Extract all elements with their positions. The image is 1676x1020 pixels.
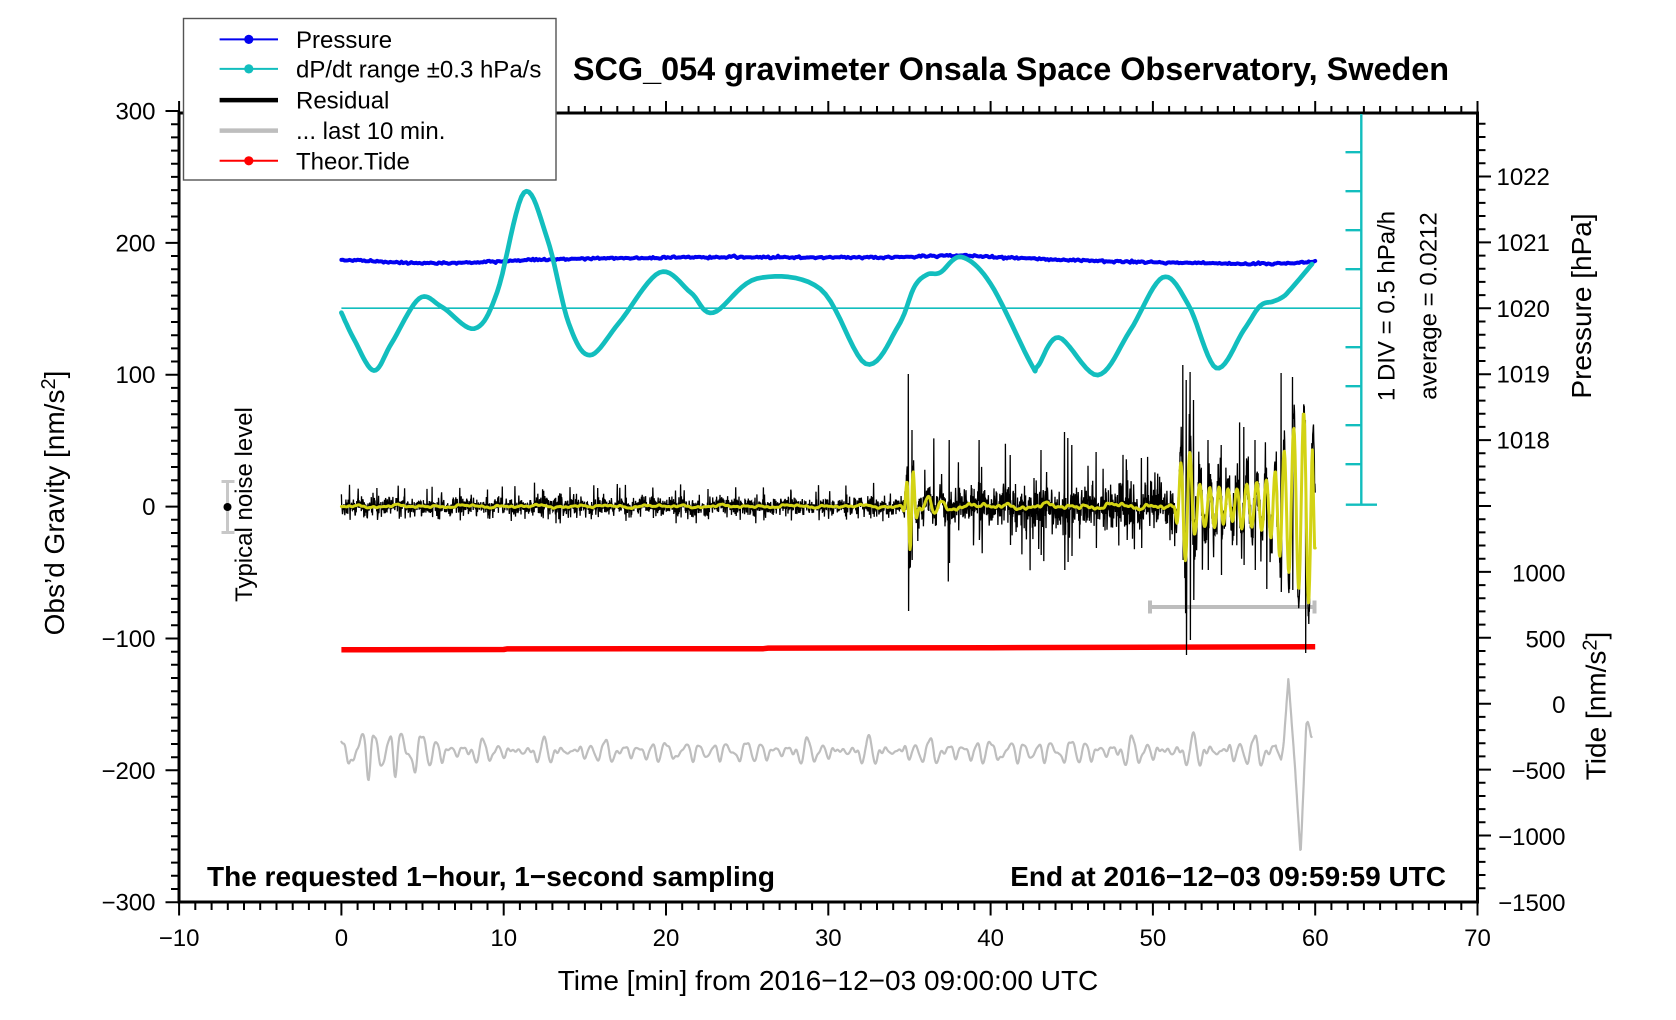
svg-text:End at 2016−12−03 09:59:59 UTC: End at 2016−12−03 09:59:59 UTC — [1010, 861, 1446, 892]
svg-text:−1500: −1500 — [1498, 890, 1565, 917]
svg-text:Residual: Residual — [296, 88, 389, 115]
svg-text:100: 100 — [115, 362, 155, 389]
svg-text:0: 0 — [142, 494, 155, 521]
svg-text:Theor.Tide: Theor.Tide — [296, 148, 410, 175]
svg-text:... last 10 min.: ... last 10 min. — [296, 118, 445, 145]
svg-text:Obs’d Gravity [nm/s2]: Obs’d Gravity [nm/s2] — [38, 371, 70, 636]
svg-text:0: 0 — [335, 925, 348, 952]
svg-text:1019: 1019 — [1497, 362, 1550, 389]
svg-text:1000: 1000 — [1512, 560, 1565, 587]
svg-text:1020: 1020 — [1497, 296, 1550, 323]
svg-text:500: 500 — [1525, 626, 1565, 653]
svg-text:1021: 1021 — [1497, 230, 1550, 257]
svg-text:0: 0 — [1552, 692, 1565, 719]
svg-text:Typical noise level: Typical noise level — [231, 407, 258, 602]
svg-text:−1000: −1000 — [1498, 824, 1565, 851]
svg-text:20: 20 — [653, 925, 680, 952]
svg-text:−200: −200 — [101, 758, 155, 785]
svg-text:−500: −500 — [1511, 758, 1565, 785]
svg-text:Tide [nm/s2]: Tide [nm/s2] — [1580, 632, 1612, 781]
svg-text:10: 10 — [490, 925, 517, 952]
svg-text:70: 70 — [1464, 925, 1491, 952]
svg-text:−10: −10 — [159, 925, 200, 952]
svg-text:200: 200 — [115, 230, 155, 257]
svg-text:average = 0.0212: average = 0.0212 — [1416, 212, 1443, 400]
svg-text:1018: 1018 — [1497, 428, 1550, 455]
svg-text:60: 60 — [1302, 925, 1329, 952]
svg-text:Pressure [hPa]: Pressure [hPa] — [1566, 213, 1597, 398]
svg-text:30: 30 — [815, 925, 842, 952]
svg-text:SCG_054 gravimeter Onsala Spac: SCG_054 gravimeter Onsala Space Observat… — [573, 51, 1449, 87]
svg-text:1 DIV = 0.5 hPa/h: 1 DIV = 0.5 hPa/h — [1374, 211, 1401, 401]
svg-text:Pressure: Pressure — [296, 27, 392, 54]
svg-text:Time [min] from 2016−12−03 09:: Time [min] from 2016−12−03 09:00:00 UTC — [558, 965, 1099, 996]
svg-text:1022: 1022 — [1497, 164, 1550, 191]
svg-text:The requested 1−hour, 1−second: The requested 1−hour, 1−second sampling — [207, 861, 775, 892]
svg-text:300: 300 — [115, 99, 155, 126]
svg-text:−300: −300 — [101, 890, 155, 917]
svg-text:−100: −100 — [101, 626, 155, 653]
svg-text:40: 40 — [977, 925, 1004, 952]
svg-text:50: 50 — [1140, 925, 1167, 952]
svg-text:dP/dt range ±0.3 hPa/s: dP/dt range ±0.3 hPa/s — [296, 56, 541, 83]
